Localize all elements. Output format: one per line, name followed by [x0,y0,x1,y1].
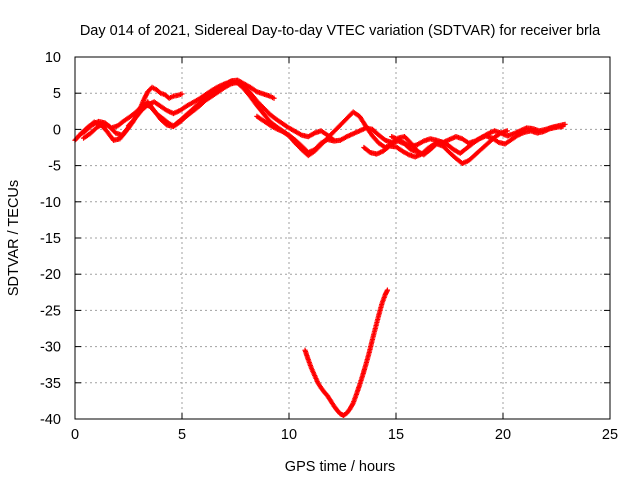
x-tick-label: 10 [281,427,297,443]
y-tick-label: -20 [40,267,61,283]
data-point [179,91,185,97]
y-axis-label: SDTVAR / TECUs [6,180,22,296]
data-point [562,121,568,127]
y-tick-label: 5 [53,86,61,102]
x-tick-label: 0 [71,427,79,443]
y-tick-label: -10 [40,195,61,211]
axis-ticks [74,56,611,420]
y-tick-label: -5 [48,159,61,175]
data-point [384,287,391,293]
chart-title: Day 014 of 2021, Sidereal Day-to-day VTE… [80,23,601,39]
series-track-8 [302,287,391,418]
series-track-3 [80,79,337,143]
y-tick-label: 10 [45,50,61,66]
y-tick-label: -35 [40,376,61,392]
x-tick-label: 5 [178,427,186,443]
x-tick-label: 15 [388,427,404,443]
y-tick-label: -25 [40,303,61,319]
x-tick-label: 20 [495,427,511,443]
x-tick-labels: 0 5 10 15 20 25 [71,427,618,443]
x-axis-label: GPS time / hours [285,459,395,475]
data-points [72,77,568,418]
y-tick-label: 0 [53,122,61,138]
x-tick-label: 25 [602,427,618,443]
data-point [504,128,510,134]
data-point [271,95,277,101]
y-tick-label: -30 [40,340,61,356]
y-tick-label: -15 [40,231,61,247]
y-tick-labels: 10 5 0 -5 -10 -15 -20 -25 -30 -35 -40 [40,50,61,428]
y-tick-label: -40 [40,412,61,428]
series-track-7 [389,121,568,150]
